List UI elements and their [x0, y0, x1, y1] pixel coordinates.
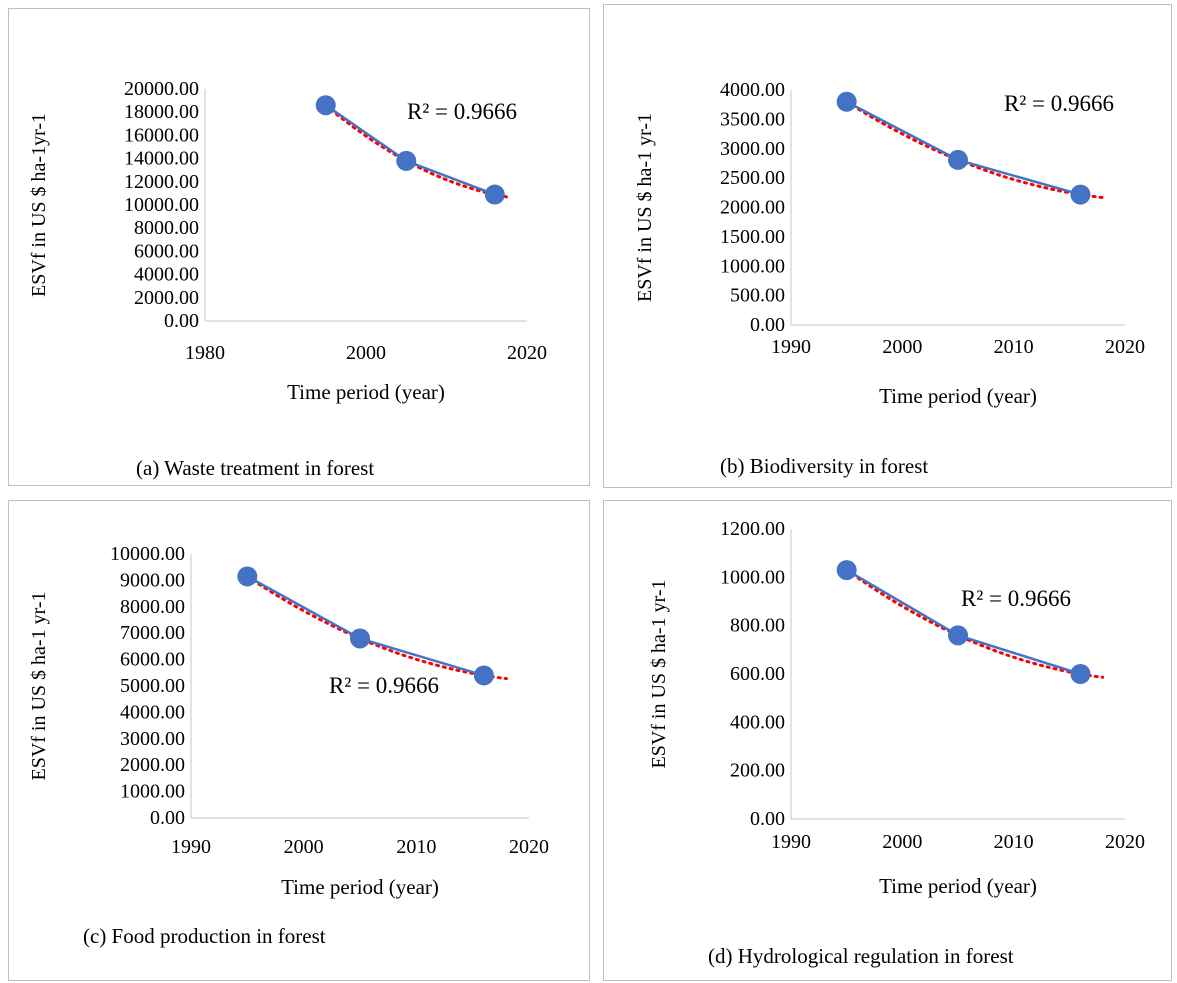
x-tick-label: 2010 — [994, 336, 1034, 358]
data-point — [237, 566, 258, 587]
trendline — [845, 568, 1105, 679]
data-point — [315, 95, 336, 116]
x-tick-label: 1990 — [171, 836, 211, 858]
trendline — [245, 574, 508, 681]
x-axis-title: Time period (year) — [879, 384, 1037, 408]
data-point — [836, 91, 857, 112]
x-tick-label: 2010 — [994, 831, 1034, 853]
y-tick-label: 200.00 — [730, 760, 785, 782]
y-tick-label: 4000.00 — [120, 701, 185, 723]
x-tick-label: 2000 — [882, 336, 922, 358]
y-tick-label: 800.00 — [730, 615, 785, 637]
y-tick-label: 14000.00 — [124, 148, 199, 170]
data-point — [836, 560, 857, 581]
r-squared-label: R² = 0.9666 — [1004, 91, 1114, 116]
y-tick-label: 6000.00 — [120, 649, 185, 671]
y-tick-label: 8000.00 — [120, 596, 185, 618]
r-squared-label: R² = 0.9666 — [329, 673, 439, 698]
y-tick-label: 12000.00 — [124, 171, 199, 193]
y-tick-label: 1000.00 — [720, 566, 785, 588]
y-tick-label: 10000.00 — [110, 543, 185, 565]
y-tick-label: 2000.00 — [720, 197, 785, 219]
r-squared-label: R² = 0.9666 — [961, 586, 1071, 611]
y-tick-label: 400.00 — [730, 711, 785, 733]
y-tick-label: 1500.00 — [720, 226, 785, 248]
x-axis-title: Time period (year) — [287, 380, 445, 404]
x-axis-title: Time period (year) — [281, 875, 439, 899]
y-tick-label: 16000.00 — [124, 124, 199, 146]
chart-panel-biodiversity: 0.00 500.00 1000.00 1500.00 2000.00 2500.00 30… — [603, 4, 1172, 488]
x-tick-label: 2010 — [396, 836, 436, 858]
chart-caption: (a) Waste treatment in forest — [136, 456, 375, 480]
x-tick-label: 2000 — [284, 836, 324, 858]
chart-plot: 0.00 200.00 400.00 600.00 800.00 1000.00 1200.… — [648, 518, 1145, 898]
x-tick-label: 1990 — [771, 336, 811, 358]
series-line — [246, 575, 485, 677]
data-point — [396, 150, 417, 171]
chart-panel-waste-treatment: 0.00 2000.00 4000.00 6000.00 8000.00 10000.00… — [8, 8, 590, 486]
y-axis-title: ESVf in US $ ha-1 yr-1 — [634, 113, 656, 302]
y-tick-label: 2500.00 — [720, 167, 785, 189]
y-tick-label: 0.00 — [150, 807, 185, 829]
x-tick-label: 2000 — [346, 342, 386, 364]
y-tick-label: 18000.00 — [124, 101, 199, 123]
x-tick-label: 1980 — [185, 342, 225, 364]
y-tick-label: 3000.00 — [120, 728, 185, 750]
y-tick-label: 1200.00 — [720, 518, 785, 540]
x-tick-label: 2020 — [1105, 336, 1145, 358]
chart-plot: 0.002000.004000.006000.008000.0010000.00… — [28, 78, 547, 404]
chart-panel-hydrological-regulation: 0.00 200.00 400.00 600.00 800.00 1000.00 1200.… — [603, 500, 1172, 981]
y-tick-label: 1000.00 — [720, 255, 785, 277]
y-tick-label: 2000.00 — [120, 754, 185, 776]
r-squared-label: R² = 0.9666 — [407, 99, 517, 124]
y-tick-label: 1000.00 — [120, 781, 185, 803]
y-axis-title: ESVf in US $ ha-1 yr-1 — [28, 591, 50, 780]
chart-panel-food-production: 0.00 1000.00 2000.00 3000.00 4000.00 5000.00 6… — [8, 500, 590, 981]
data-point — [484, 184, 505, 205]
y-axis-title: ESVf in US $ ha-1yr-1 — [28, 113, 50, 297]
y-tick-label: 4000.00 — [134, 264, 199, 286]
x-axis-title: Time period (year) — [879, 874, 1037, 898]
trendline — [324, 103, 513, 200]
y-tick-label: 0.00 — [164, 310, 199, 332]
chart-caption: (c) Food production in forest — [83, 924, 326, 948]
chart-plot: 0.00 1000.00 2000.00 3000.00 4000.00 5000.00 6… — [28, 543, 549, 899]
y-tick-label: 0.00 — [750, 808, 785, 830]
y-tick-label: 20000.00 — [124, 78, 199, 100]
y-tick-label: 0.00 — [750, 314, 785, 336]
x-tick-label: 2020 — [507, 342, 547, 364]
y-tick-label: 10000.00 — [124, 194, 199, 216]
chart-caption: (d) Hydrological regulation in forest — [708, 944, 1014, 968]
y-tick-label: 2000.00 — [134, 287, 199, 309]
y-tick-label: 5000.00 — [120, 675, 185, 697]
data-point — [1070, 184, 1091, 205]
data-point — [350, 628, 370, 649]
y-tick-label: 4000.00 — [720, 79, 785, 101]
y-tick-label: 7000.00 — [120, 622, 185, 644]
y-tick-label: 500.00 — [730, 285, 785, 307]
data-point — [948, 149, 968, 170]
y-tick-label: 3500.00 — [720, 108, 785, 130]
x-tick-label: 2020 — [1105, 831, 1145, 853]
data-point — [473, 665, 494, 686]
chart-caption: (b) Biodiversity in forest — [720, 454, 929, 478]
trendline — [845, 100, 1105, 200]
y-tick-label: 9000.00 — [120, 569, 185, 591]
x-tick-label: 1990 — [771, 831, 811, 853]
y-tick-label: 6000.00 — [134, 240, 199, 262]
y-tick-label: 3000.00 — [720, 138, 785, 160]
data-point — [948, 625, 968, 646]
x-tick-label: 2000 — [882, 831, 922, 853]
y-axis-title: ESVf in US $ ha-1 yr-1 — [648, 579, 670, 768]
y-tick-label: 600.00 — [730, 663, 785, 685]
data-point — [1070, 664, 1091, 684]
chart-plot: 0.00 500.00 1000.00 1500.00 2000.00 2500.00 30… — [634, 79, 1145, 408]
x-tick-label: 2020 — [509, 836, 549, 858]
y-tick-label: 8000.00 — [134, 217, 199, 239]
